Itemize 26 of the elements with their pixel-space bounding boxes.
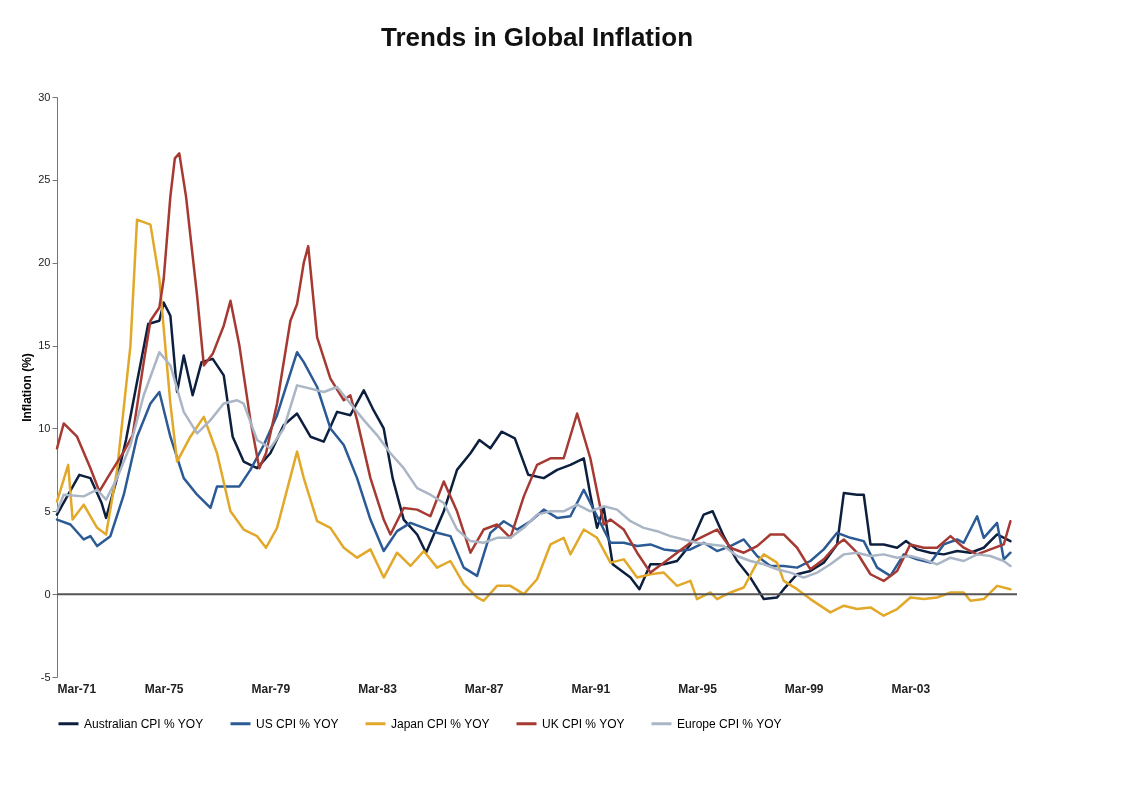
y-axis-title: Inflation (%) (20, 353, 35, 422)
y-tick-label: 10 (38, 421, 51, 434)
x-tick-label: Mar-03 (891, 681, 931, 696)
x-tick-label: Mar-71 (57, 681, 97, 696)
legend-label: US CPI % YOY (256, 716, 339, 731)
legend-label: Australian CPI % YOY (84, 716, 204, 731)
line-series (55, 218, 1012, 617)
y-tick-label: -5 (40, 670, 51, 683)
line-series (55, 152, 1012, 583)
y-tick-label: 15 (38, 339, 51, 352)
x-tick-label: Mar-99 (784, 681, 824, 696)
x-tick-label: Mar-91 (571, 681, 611, 696)
y-tick-label: 25 (38, 173, 51, 186)
x-tick-label: Mar-87 (464, 681, 504, 696)
x-tick-label: Mar-83 (358, 681, 398, 696)
y-tick-label: 0 (44, 587, 51, 600)
chart-title: Trends in Global Inflation (380, 22, 694, 52)
x-tick-label: Mar-79 (251, 681, 291, 696)
legend-label: Japan CPI % YOY (391, 716, 490, 731)
y-tick-label: 5 (44, 504, 51, 517)
y-tick-label: 30 (38, 90, 51, 103)
legend-label: Europe CPI % YOY (677, 716, 782, 731)
x-tick-label: Mar-95 (678, 681, 718, 696)
y-tick-label: 20 (38, 256, 51, 269)
legend-label: UK CPI % YOY (542, 716, 625, 731)
x-tick-label: Mar-75 (144, 681, 184, 696)
